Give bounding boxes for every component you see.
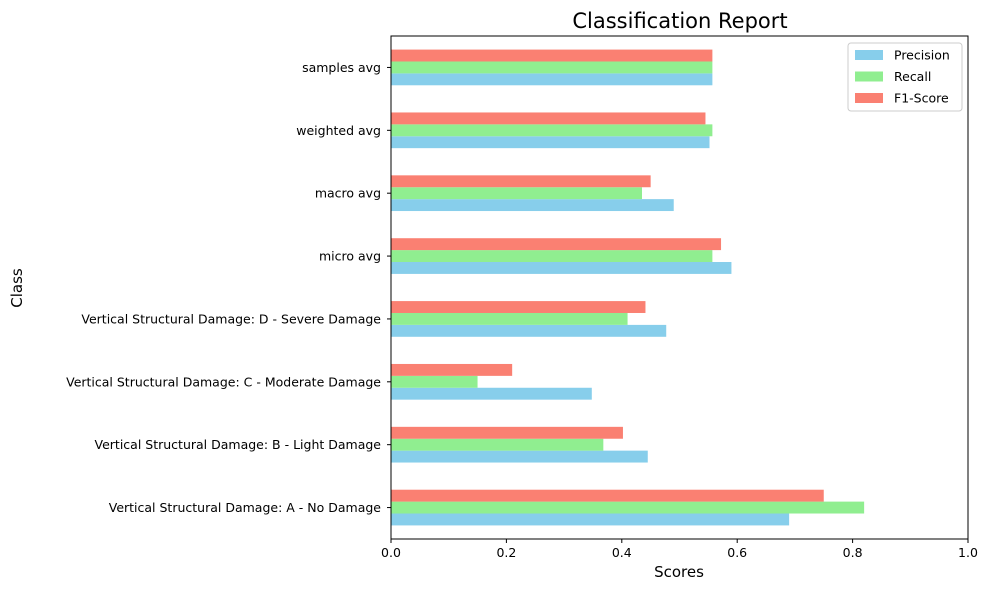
chart-title: Classification Report (572, 9, 787, 33)
x-tick-label: 1.0 (958, 545, 978, 560)
legend-label-f1-score: F1-Score (894, 91, 949, 106)
bar-f1-score-3 (391, 301, 646, 313)
bar-recall-0 (391, 501, 865, 514)
bar-f1-score-6 (391, 112, 706, 125)
bar-precision-2 (391, 387, 592, 400)
x-tick-label: 0.2 (496, 545, 516, 560)
legend-label-recall: Recall (894, 69, 931, 84)
y-tick-label: samples avg (302, 60, 381, 75)
y-tick-label: Vertical Structural Damage: C - Moderate… (66, 374, 381, 389)
bar-recall-3 (391, 312, 628, 325)
y-tick-label: Vertical Structural Damage: A - No Damag… (109, 500, 382, 515)
bar-recall-1 (391, 438, 604, 451)
bar-f1-score-0 (391, 489, 824, 502)
bar-f1-score-7 (391, 49, 713, 62)
x-tick-label: 0.8 (843, 545, 863, 560)
y-tick-label: macro avg (315, 186, 381, 201)
plot-frame (390, 35, 969, 540)
bar-recall-4 (391, 250, 713, 263)
bar-recall-6 (391, 124, 713, 137)
x-tick-label: 0.6 (727, 545, 747, 560)
bar-precision-6 (391, 136, 710, 149)
bar-precision-4 (391, 262, 732, 274)
x-tick-label: 0.4 (612, 545, 632, 560)
y-ticks-group: Vertical Structural Damage: A - No Damag… (66, 60, 391, 515)
bar-precision-7 (391, 73, 713, 86)
bar-f1-score-5 (391, 175, 651, 188)
legend-swatch-recall (855, 71, 883, 82)
bar-f1-score-1 (391, 426, 623, 439)
legend-label-precision: Precision (894, 48, 950, 63)
bar-recall-2 (391, 375, 478, 388)
x-tick-label: 0.0 (381, 545, 401, 560)
bars-group (391, 49, 865, 526)
bar-precision-1 (391, 450, 648, 463)
y-axis-title: Class (8, 268, 26, 308)
bar-f1-score-2 (391, 363, 513, 376)
legend-swatch-precision (855, 50, 883, 60)
y-tick-label: Vertical Structural Damage: D - Severe D… (81, 311, 381, 326)
y-tick-label: micro avg (319, 249, 381, 264)
bar-recall-7 (391, 61, 713, 74)
bar-f1-score-4 (391, 238, 722, 251)
y-tick-label: weighted avg (296, 123, 381, 138)
y-tick-label: Vertical Structural Damage: B - Light Da… (95, 437, 382, 452)
legend: Precision Recall F1-Score (847, 42, 963, 112)
x-axis-title: Scores (654, 563, 704, 581)
bar-precision-3 (391, 324, 667, 337)
bar-recall-5 (391, 187, 642, 200)
bar-precision-5 (391, 199, 674, 212)
legend-swatch-f1-score (855, 93, 883, 103)
x-ticks-group: 0.0 0.2 0.4 0.6 0.8 1.0 (381, 539, 978, 560)
bar-precision-0 (391, 513, 790, 526)
